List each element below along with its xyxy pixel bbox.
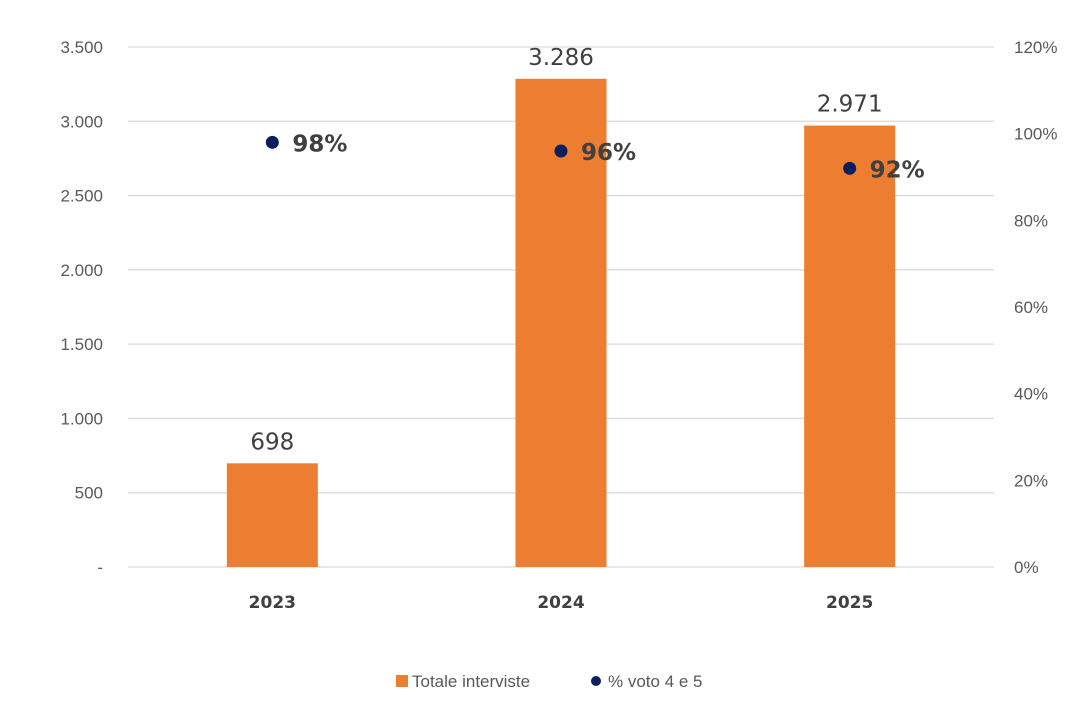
point-data-label: 92%	[870, 157, 925, 183]
right-tick-label: 0%	[1014, 558, 1039, 577]
data-point	[554, 144, 568, 158]
data-point	[265, 135, 279, 149]
bar-series	[226, 78, 896, 568]
point-data-label: 96%	[581, 140, 636, 166]
left-tick-label: 500	[75, 484, 103, 503]
legend-label-bar: Totale interviste	[412, 672, 530, 691]
bar	[226, 463, 318, 567]
left-tick-label: -	[97, 558, 103, 577]
legend: Totale interviste % voto 4 e 5	[396, 672, 703, 691]
bar-data-label: 3.286	[528, 45, 594, 71]
left-tick-label: 2.500	[60, 187, 103, 206]
legend-swatch-point	[591, 676, 601, 686]
right-tick-label: 100%	[1014, 125, 1057, 144]
right-tick-label: 60%	[1014, 298, 1048, 317]
left-tick-label: 2.000	[60, 261, 103, 280]
category-label: 2025	[826, 593, 873, 613]
data-point	[843, 161, 857, 175]
left-tick-label: 3.500	[60, 38, 103, 57]
point-data-labels: 98% 96% 92%	[292, 131, 924, 183]
left-axis: - 500 1.000 1.500 2.000 2.500 3.000 3.500	[60, 38, 103, 577]
left-tick-label: 1.500	[60, 335, 103, 354]
bar	[515, 78, 607, 568]
legend-swatch-bar	[396, 675, 408, 687]
bar-data-label: 698	[250, 429, 294, 455]
category-axis: 2023 2024 2025	[249, 593, 874, 613]
category-label: 2024	[537, 593, 584, 613]
legend-label-point: % voto 4 e 5	[608, 672, 703, 691]
right-axis: 0% 20% 40% 60% 80% 100% 120%	[1014, 38, 1057, 577]
bar-data-labels: 698 3.286 2.971	[250, 45, 882, 456]
bar	[804, 125, 896, 567]
right-tick-label: 20%	[1014, 471, 1048, 490]
left-tick-label: 1.000	[60, 409, 103, 428]
left-tick-label: 3.000	[60, 112, 103, 131]
category-label: 2023	[249, 593, 296, 613]
right-tick-label: 120%	[1014, 38, 1057, 57]
right-tick-label: 40%	[1014, 385, 1048, 404]
point-series	[265, 135, 857, 175]
bar-data-label: 2.971	[817, 92, 883, 118]
right-tick-label: 80%	[1014, 211, 1048, 230]
point-data-label: 98%	[292, 131, 347, 157]
